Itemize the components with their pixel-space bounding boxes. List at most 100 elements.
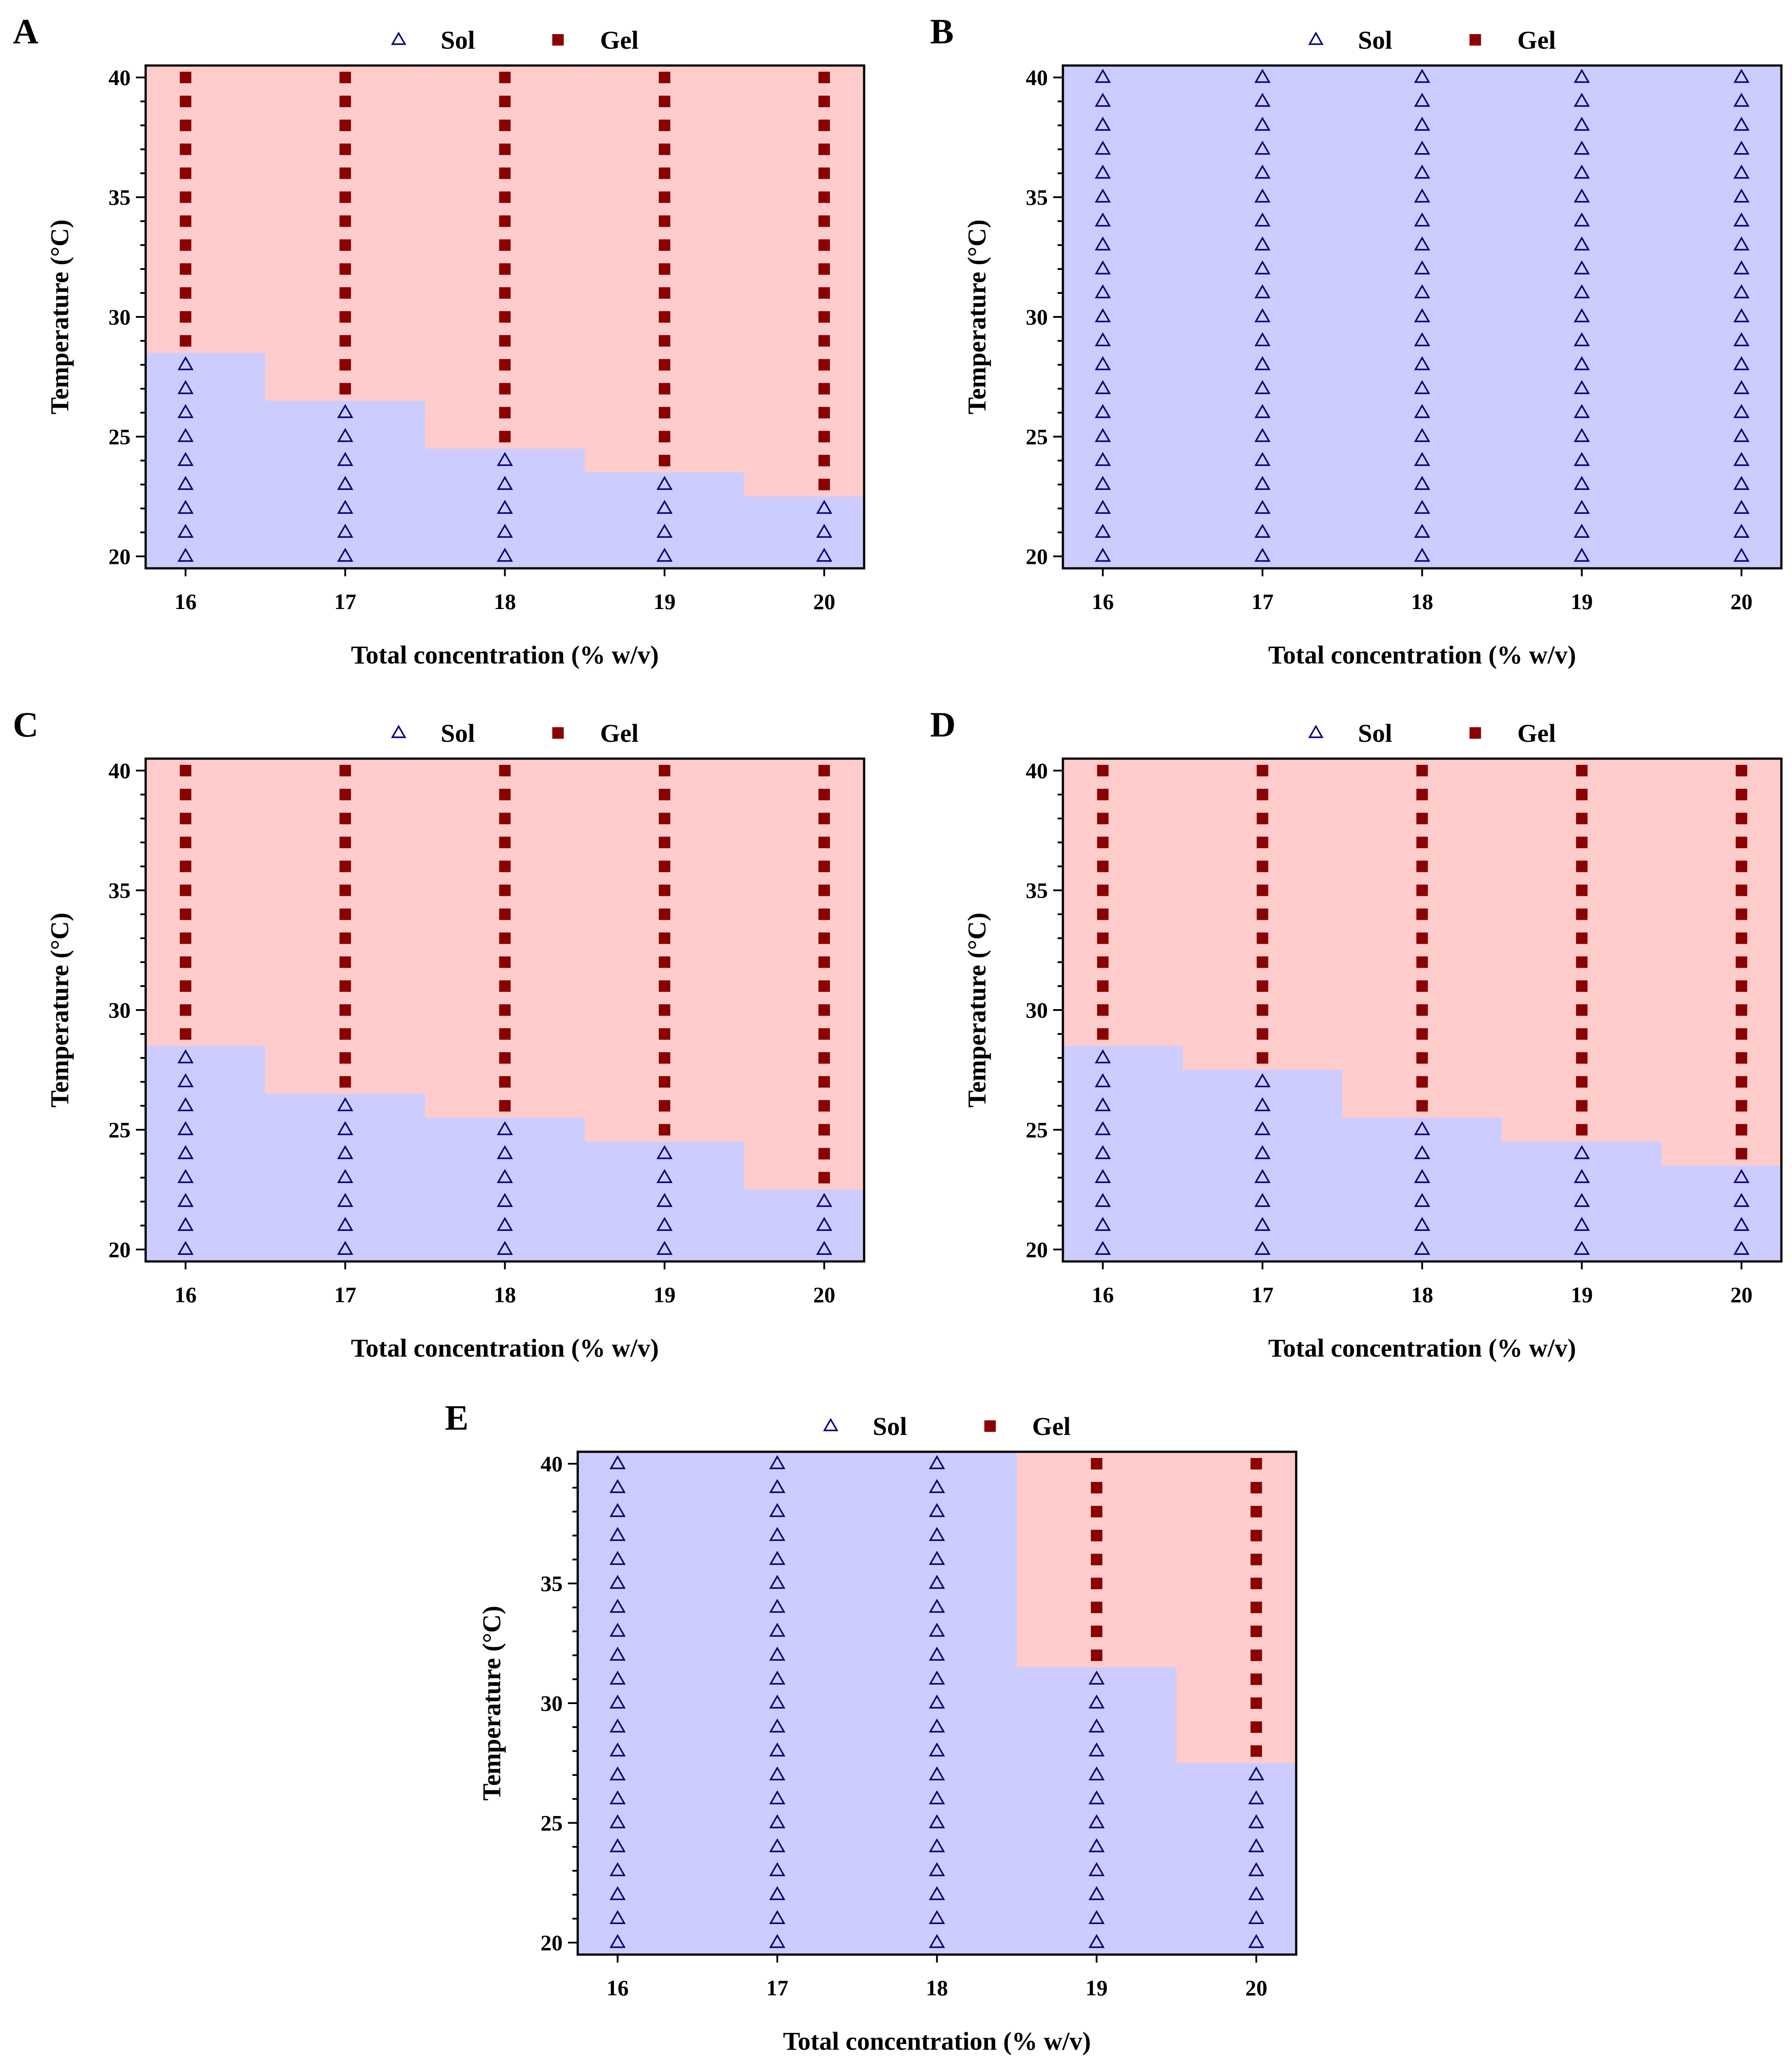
gel-point [180,884,192,896]
gel-point [659,72,671,84]
gel-point [1250,1506,1262,1518]
gel-point [499,359,511,371]
sol-point [1254,236,1271,251]
x-tick-label: 17 [334,589,356,614]
gel-point [180,908,192,920]
sol-point [1573,284,1590,299]
gel-point [180,956,192,968]
x-tick-label: 16 [1092,1282,1114,1307]
gel-point [659,932,671,944]
gel-point [339,143,351,155]
gel-point [499,120,511,131]
sol-point [769,1790,786,1805]
sol-point [1254,93,1271,107]
sol-point [177,428,194,442]
gel-point [1735,1124,1747,1136]
legend-gel-marker-icon [552,34,564,46]
sol-point [1414,500,1430,514]
sol-point [929,1503,945,1517]
sol-point [337,428,354,442]
gel-point [499,1028,511,1040]
sol-point [769,1862,786,1876]
gel-point [339,860,351,872]
sol-point [1733,356,1750,370]
gel-point [499,335,511,347]
sol-point [1254,404,1271,418]
sol-point [1254,1097,1271,1111]
gel-point [339,1028,351,1040]
gel-point [659,431,671,443]
y-axis-title: Temperature (°C) [962,220,991,414]
y-tick-label: 25 [1026,1117,1048,1142]
sol-point [1573,1145,1590,1159]
gel-point [659,956,671,968]
sol-point [816,548,833,562]
panel-letter: A [13,12,39,51]
gel-point [659,96,671,108]
gel-point [818,813,830,825]
sol-point [769,1623,786,1637]
sol-point [177,380,194,394]
gel-point [659,980,671,992]
gel-point [1256,1004,1268,1016]
panel-E: E 16 17 18 19 20 20 25 30 35 40 Total concentration… [445,1399,1298,2055]
gel-point [659,407,671,419]
legend-sol-marker-icon [823,1418,838,1431]
x-axis-title: Total concentration (% w/v) [1268,640,1576,669]
sol-point [337,404,354,418]
gel-point [659,311,671,323]
legend: Sol Gel [1308,26,1556,54]
gel-point [659,239,671,251]
sol-point [1248,1814,1265,1828]
gel-point [1091,1649,1103,1661]
sol-point [1254,1121,1271,1135]
gel-point [818,287,830,299]
gel-point [180,765,192,777]
sol-point [769,1575,786,1589]
gel-point [1250,1458,1262,1470]
sol-point [1733,1169,1750,1183]
sol-point [177,1169,194,1183]
gel-point [180,120,192,131]
x-axis-title: Total concentration (% w/v) [783,2027,1091,2055]
gel-point [1576,884,1588,896]
legend-gel-label: Gel [1518,719,1556,748]
y-tick-label: 35 [108,878,131,903]
sol-point [177,404,194,418]
x-tick-label: 16 [606,1975,629,2000]
gel-point [180,860,192,872]
sol-point [609,1575,626,1589]
sol-point [1414,69,1430,83]
sol-point [1254,140,1271,155]
sol-point [1088,1910,1105,1924]
y-axis-title: Temperature (°C) [45,913,74,1107]
gel-point [1576,1052,1588,1064]
gel-point [499,215,511,227]
sol-point [1573,332,1590,347]
gel-point [1097,932,1109,944]
gel-point [499,789,511,801]
gel-point [339,908,351,920]
gel-point [818,335,830,347]
sol-point [1254,1193,1271,1207]
gel-point [499,383,511,395]
x-tick-label: 20 [1730,589,1753,614]
sol-point [656,1145,673,1159]
sol-point [769,1527,786,1541]
sol-point [1088,1790,1105,1805]
sol-point [1733,1241,1750,1255]
gel-point [1416,1004,1428,1016]
gel-point [1256,1028,1268,1040]
gel-point [339,359,351,371]
gel-point [659,860,671,872]
gel-point [339,980,351,992]
sol-point [1254,116,1271,131]
gel-point [659,455,671,467]
sol-point [1254,1169,1271,1183]
sol-point [497,548,513,562]
sol-point [337,500,354,514]
sol-point [497,1121,513,1135]
sol-point [1094,428,1111,442]
gel-point [659,167,671,179]
gel-point [1735,1076,1747,1088]
